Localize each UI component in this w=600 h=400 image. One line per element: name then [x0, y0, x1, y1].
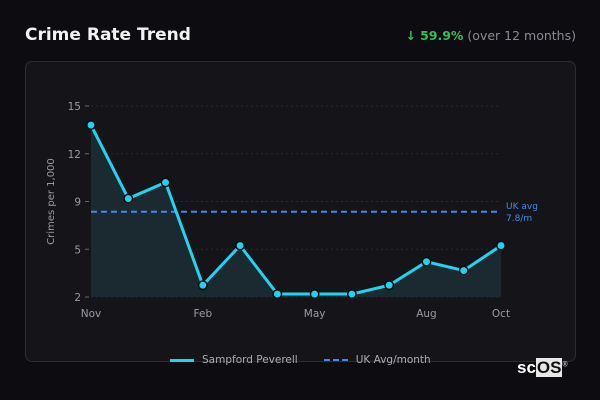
legend-series-label[interactable]: Sampford Peverell [202, 354, 298, 366]
x-tick-label: Nov [81, 308, 102, 320]
y-tick-label: 5 [74, 244, 81, 256]
data-point [309, 289, 320, 300]
y-tick-label: 2 [74, 292, 81, 304]
down-arrow-icon: ↓ [405, 28, 417, 43]
y-tick-label: 12 [68, 149, 81, 161]
legend-average-swatch [323, 359, 348, 361]
data-point [272, 289, 283, 300]
data-point [123, 193, 134, 204]
data-point [160, 177, 171, 188]
x-tick-label: May [304, 308, 326, 320]
uk-average-label: UK avg [506, 202, 538, 212]
legend-average-label[interactable]: UK Avg/month [355, 354, 431, 366]
data-point [86, 120, 96, 131]
scos-logo: scOS® [517, 358, 568, 377]
change-value: 59.9% [420, 28, 464, 43]
legend-series-swatch [170, 358, 194, 362]
y-tick-label: 9 [74, 197, 81, 209]
x-tick-label: Feb [194, 308, 213, 320]
data-point [384, 280, 395, 291]
legend: Sampford Peverell UK Avg/month [170, 354, 431, 366]
uk-average-value: 7.8/m [506, 214, 532, 224]
x-tick-label: Aug [416, 308, 437, 320]
series-line [89, 124, 502, 296]
x-tick-label: Oct [492, 308, 510, 320]
data-point [197, 280, 208, 291]
y-axis-label: Crimes per 1,000 [46, 158, 57, 245]
data-point [235, 240, 246, 251]
change-indicator: ↓ 59.9% (over 12 months) [406, 28, 576, 43]
data-point [421, 256, 432, 267]
chart-title: Crime Rate Trend [25, 25, 191, 45]
y-tick-label: 15 [68, 101, 81, 113]
data-point [496, 240, 506, 251]
change-period: (over 12 months) [467, 28, 576, 43]
data-point [458, 265, 469, 276]
data-point [346, 289, 357, 300]
